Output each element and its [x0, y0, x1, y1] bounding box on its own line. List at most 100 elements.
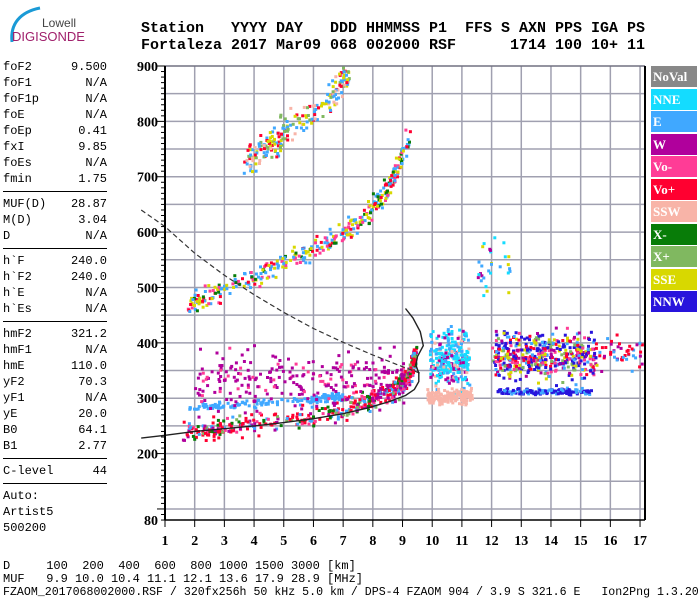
- echo-point: [506, 352, 509, 356]
- echo-point: [230, 421, 234, 425]
- echo-point: [435, 367, 439, 371]
- echo-point: [286, 129, 290, 133]
- echo-point: [300, 407, 304, 411]
- echo-point: [429, 358, 433, 362]
- echo-point: [365, 213, 369, 216]
- echo-point: [455, 392, 459, 396]
- echo-point: [374, 194, 378, 198]
- echo-point: [324, 400, 327, 404]
- echo-point: [277, 133, 281, 137]
- echo-point: [534, 343, 538, 347]
- echo-point: [276, 417, 280, 421]
- echo-point: [267, 142, 271, 145]
- param-value: 64.1: [78, 423, 107, 437]
- echo-point: [466, 338, 470, 342]
- echo-point: [524, 357, 527, 361]
- echo-point: [186, 435, 190, 439]
- param-row: foEs N/A: [3, 155, 107, 171]
- echo-point: [201, 389, 205, 393]
- echo-point: [505, 347, 509, 350]
- x-tick-label: 6: [310, 534, 317, 549]
- echo-point: [499, 356, 503, 360]
- echo-point: [395, 368, 399, 372]
- echo-point: [579, 359, 583, 363]
- echo-point: [438, 400, 442, 404]
- echo-point: [335, 401, 339, 405]
- echo-point: [250, 413, 254, 417]
- echo-point: [374, 373, 378, 377]
- echo-point: [280, 391, 284, 395]
- echo-point: [183, 438, 186, 442]
- echo-point: [365, 383, 369, 387]
- echo-point: [512, 391, 516, 395]
- echo-point: [328, 409, 332, 413]
- echo-point: [259, 140, 263, 144]
- echo-point: [502, 376, 506, 380]
- echo-point: [522, 358, 526, 362]
- echo-point: [272, 378, 276, 382]
- echo-point: [389, 178, 393, 182]
- echo-point: [512, 349, 515, 353]
- echo-point: [293, 256, 297, 260]
- echo-point: [361, 406, 365, 410]
- echo-point: [218, 295, 222, 299]
- echo-point: [350, 374, 354, 378]
- echo-point: [450, 332, 454, 336]
- param-name: foF1: [3, 76, 32, 90]
- echo-point: [530, 389, 534, 393]
- echo-point: [301, 366, 305, 370]
- param-row: foF1p N/A: [3, 91, 107, 107]
- echo-point: [447, 332, 451, 336]
- echo-point: [307, 361, 311, 364]
- echo-point: [384, 399, 388, 403]
- echo-point: [248, 157, 252, 161]
- echo-point: [326, 383, 330, 387]
- echo-point: [437, 396, 441, 400]
- echo-point: [315, 244, 319, 248]
- param-value: N/A: [85, 286, 107, 300]
- echo-point: [313, 104, 317, 108]
- echo-point: [404, 384, 408, 388]
- echo-point: [463, 359, 467, 363]
- echo-point: [327, 100, 331, 104]
- echo-point: [219, 368, 223, 372]
- echo-point: [335, 97, 339, 101]
- echo-point: [565, 386, 569, 390]
- echo-point: [362, 396, 366, 400]
- echo-point: [550, 354, 553, 358]
- echo-point: [281, 257, 285, 261]
- echo-point: [293, 132, 297, 136]
- echo-point: [456, 345, 460, 349]
- echo-point: [341, 231, 345, 235]
- echo-point: [323, 241, 327, 245]
- echo-point: [507, 356, 511, 360]
- echo-point: [583, 336, 587, 340]
- echo-point: [323, 407, 327, 411]
- param-value: 321.2: [70, 327, 107, 341]
- echo-point: [319, 240, 323, 244]
- echo-point: [527, 350, 531, 354]
- echo-point: [455, 352, 459, 356]
- echo-point: [466, 391, 470, 395]
- echo-point: [357, 367, 361, 371]
- echo-point: [231, 282, 235, 286]
- echo-point: [337, 96, 340, 100]
- echo-point: [461, 354, 465, 358]
- echo-point: [325, 239, 329, 243]
- echo-point: [366, 216, 370, 220]
- echo-point: [342, 70, 346, 74]
- echo-point: [444, 351, 448, 355]
- echo-point: [382, 369, 386, 373]
- echo-point: [558, 388, 562, 392]
- echo-point: [378, 408, 382, 412]
- echo-point: [577, 356, 581, 360]
- echo-point: [371, 192, 375, 196]
- echo-point: [342, 76, 346, 80]
- echo-point: [234, 368, 238, 372]
- echo-point: [332, 234, 335, 238]
- echo-point: [332, 403, 336, 407]
- echo-point: [277, 135, 281, 139]
- echo-point: [449, 395, 453, 399]
- echo-point: [331, 409, 335, 413]
- echo-point: [463, 353, 467, 357]
